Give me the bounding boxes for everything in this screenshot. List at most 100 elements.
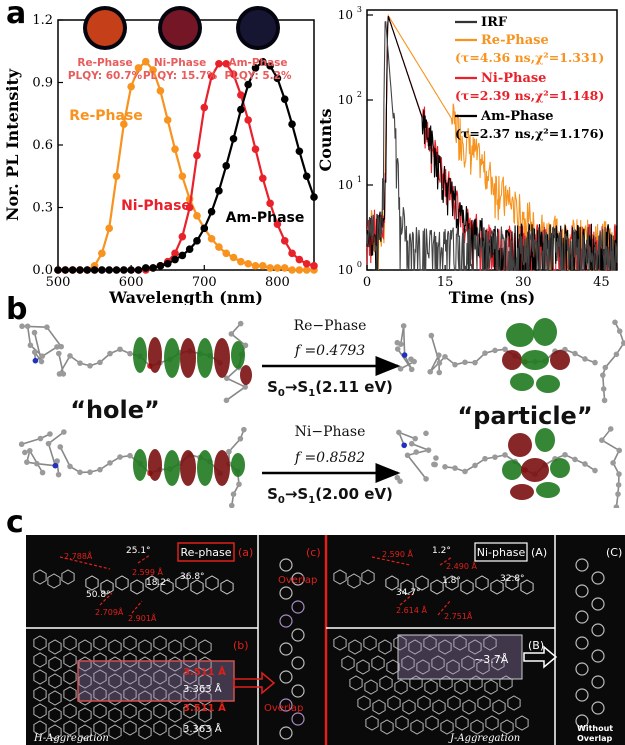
panel-b-transitions: Re−Phase f =0.4793 S0→S1(2.11 eV) “hole”… [18,318,625,508]
orbital-lobe [550,350,570,370]
crystal-ring [168,690,182,706]
ni-angle-2: 1.8° [442,576,461,586]
molecule-atom [600,372,606,378]
crystal-ring [477,695,491,711]
molecule-bond [59,446,71,467]
stack-dist-red-1: 3.511 Å [183,665,226,678]
pl-data-point [200,224,209,233]
crystal-ring [168,707,182,723]
molecule-atom [52,462,59,469]
orbital-lobe [533,318,557,346]
crystal-ring [48,724,62,740]
hbond-dash [439,556,453,566]
crystal-ring [198,673,212,689]
crystal-ring [47,573,61,589]
pl-data-point [156,262,165,270]
molecule-atom [582,356,588,362]
pl-data-point [302,172,311,181]
molecule-bond [398,431,416,440]
crystal-ring [401,655,415,671]
particle-molecule-ni [394,426,623,508]
re-transition: S0→S1(2.11 eV) [267,378,393,399]
crystal-ring [461,655,475,671]
crystal-ring [454,679,468,695]
crystal-ring [175,575,189,591]
molecule-atom [616,471,622,477]
stack-dist-white-2: 3.363 Å [183,722,222,735]
re-oscillator-strength: f =0.4793 [294,343,365,359]
molecule-atom [57,444,64,450]
pl-data-point [171,255,179,264]
pl-y-tick-label: 0.3 [32,201,53,216]
crystal-ring [365,715,379,731]
pl-data-point [207,207,216,216]
molecule-atom [236,481,242,488]
molecule-atom [408,440,415,447]
molecule-bond [228,438,242,453]
pl-data-point [76,266,84,274]
molecule-atom [572,350,578,357]
panel-letter-a: a [6,0,27,31]
molecule-atom [616,328,623,334]
stack-dist-red-2: 3.511 Å [183,701,226,714]
molecule-bond [429,354,440,373]
pl-data-point [90,266,99,274]
molecule-atom [242,384,248,390]
decay-plot-frame [366,9,618,271]
molecule-atom [582,461,588,467]
pl-y-tick-label: 0.0 [32,263,53,278]
crystal-ring [385,575,399,591]
crystal-ring [93,635,107,651]
crystal-ring [395,715,409,731]
crystal-ring [515,715,529,731]
molecule-atom [425,447,432,453]
crystal-ring [123,652,137,668]
crystal-ring [393,635,407,651]
pl-data-point [273,264,282,272]
pl-data-point [295,255,304,264]
molecule-atom [411,358,417,365]
crystal-ring [33,652,47,668]
molecule-atom [54,344,60,350]
molecule-atom [87,362,93,369]
crystal-ring [33,669,47,685]
molecule-atom [33,460,40,467]
hbond-dash [399,592,415,606]
molecule-atom [436,369,443,376]
crystal-ring [476,659,490,675]
pl-data-point [112,266,121,274]
crystal-ring [153,703,167,719]
crystal-ring [93,720,107,736]
molecule-atom [97,359,103,366]
molecule-atom [56,371,63,377]
pl-y-tick-label: 0.9 [32,76,53,91]
re-phase-tag: Re-phase [180,546,231,559]
decay-legend-note: (τ=2.37 ns,χ²=1.176) [455,126,604,141]
pl-series-line [58,60,314,272]
photo-plqy: PLQY: 60.7% [68,70,143,82]
molecule-atom [55,471,62,478]
crystal-ring [387,695,401,711]
molecule-atom [394,346,401,352]
panel-letter-b: b [6,292,28,327]
pl-data-point [215,187,223,195]
crystal-ring [416,659,430,675]
pl-data-point [193,237,201,245]
crystal-ring [432,699,446,715]
crystal-ring [130,579,144,595]
molecule-atom [620,340,625,346]
orbital-lobe [240,365,252,385]
ni-phase-tag-box [474,542,528,562]
molecule-atom [401,352,408,358]
molecule-atom [228,331,235,337]
crystal-ring [123,703,137,719]
re-angle-4: 50.8° [86,590,111,600]
molecule-atom [223,397,230,404]
molecule-atom [107,350,113,357]
pl-data-point [244,80,252,89]
crystal-ring [455,715,469,731]
molecule-bond [21,437,41,445]
pl-data-point [280,237,289,245]
pl-y-axis-label: Nor. PL Intensity [3,68,22,221]
crystal-ring [279,642,293,656]
